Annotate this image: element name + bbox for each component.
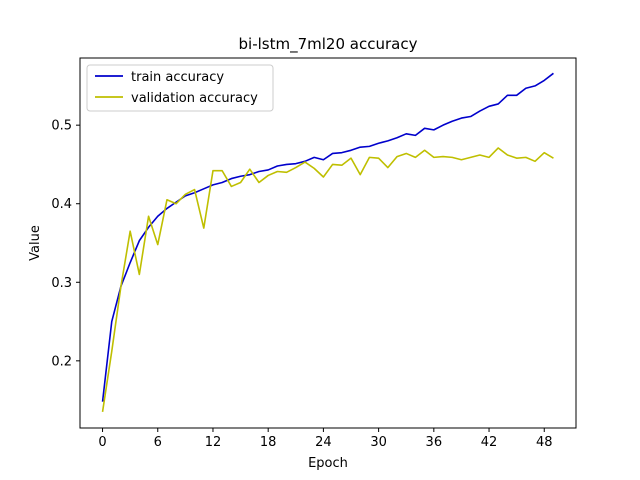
- x-tick-label: 48: [536, 435, 553, 450]
- x-tick-label: 30: [370, 435, 387, 450]
- legend-label-validation: validation accuracy: [131, 91, 258, 106]
- plot-frame: [79, 57, 577, 429]
- x-tick-label: 6: [154, 435, 162, 450]
- x-axis-label: Epoch: [308, 456, 348, 471]
- y-axis-ticks: 0.2 0.3 0.4 0.5: [51, 119, 80, 369]
- y-axis-label: Value: [28, 225, 43, 261]
- legend-box: [86, 64, 274, 112]
- x-tick-label: 0: [98, 435, 106, 450]
- series-line-train: [101, 72, 554, 402]
- x-tick-label: 36: [426, 435, 443, 450]
- x-tick-label: 42: [481, 435, 498, 450]
- legend-label-train: train accuracy: [131, 70, 224, 85]
- legend: train accuracy validation accuracy: [86, 64, 274, 112]
- x-tick-label: 18: [260, 435, 277, 450]
- series-line-validation: [101, 147, 554, 413]
- x-axis-ticks: 0 6 12 18 24 30 36 42 48: [98, 428, 553, 450]
- x-tick-label: 12: [205, 435, 222, 450]
- series-layer: [101, 72, 554, 413]
- x-tick-label: 24: [315, 435, 332, 450]
- y-tick-label: 0.2: [51, 354, 72, 369]
- y-tick-label: 0.3: [51, 276, 72, 291]
- y-tick-label: 0.4: [51, 197, 72, 212]
- chart-title: bi-lstm_7ml20 accuracy: [239, 35, 418, 54]
- y-tick-label: 0.5: [51, 119, 72, 134]
